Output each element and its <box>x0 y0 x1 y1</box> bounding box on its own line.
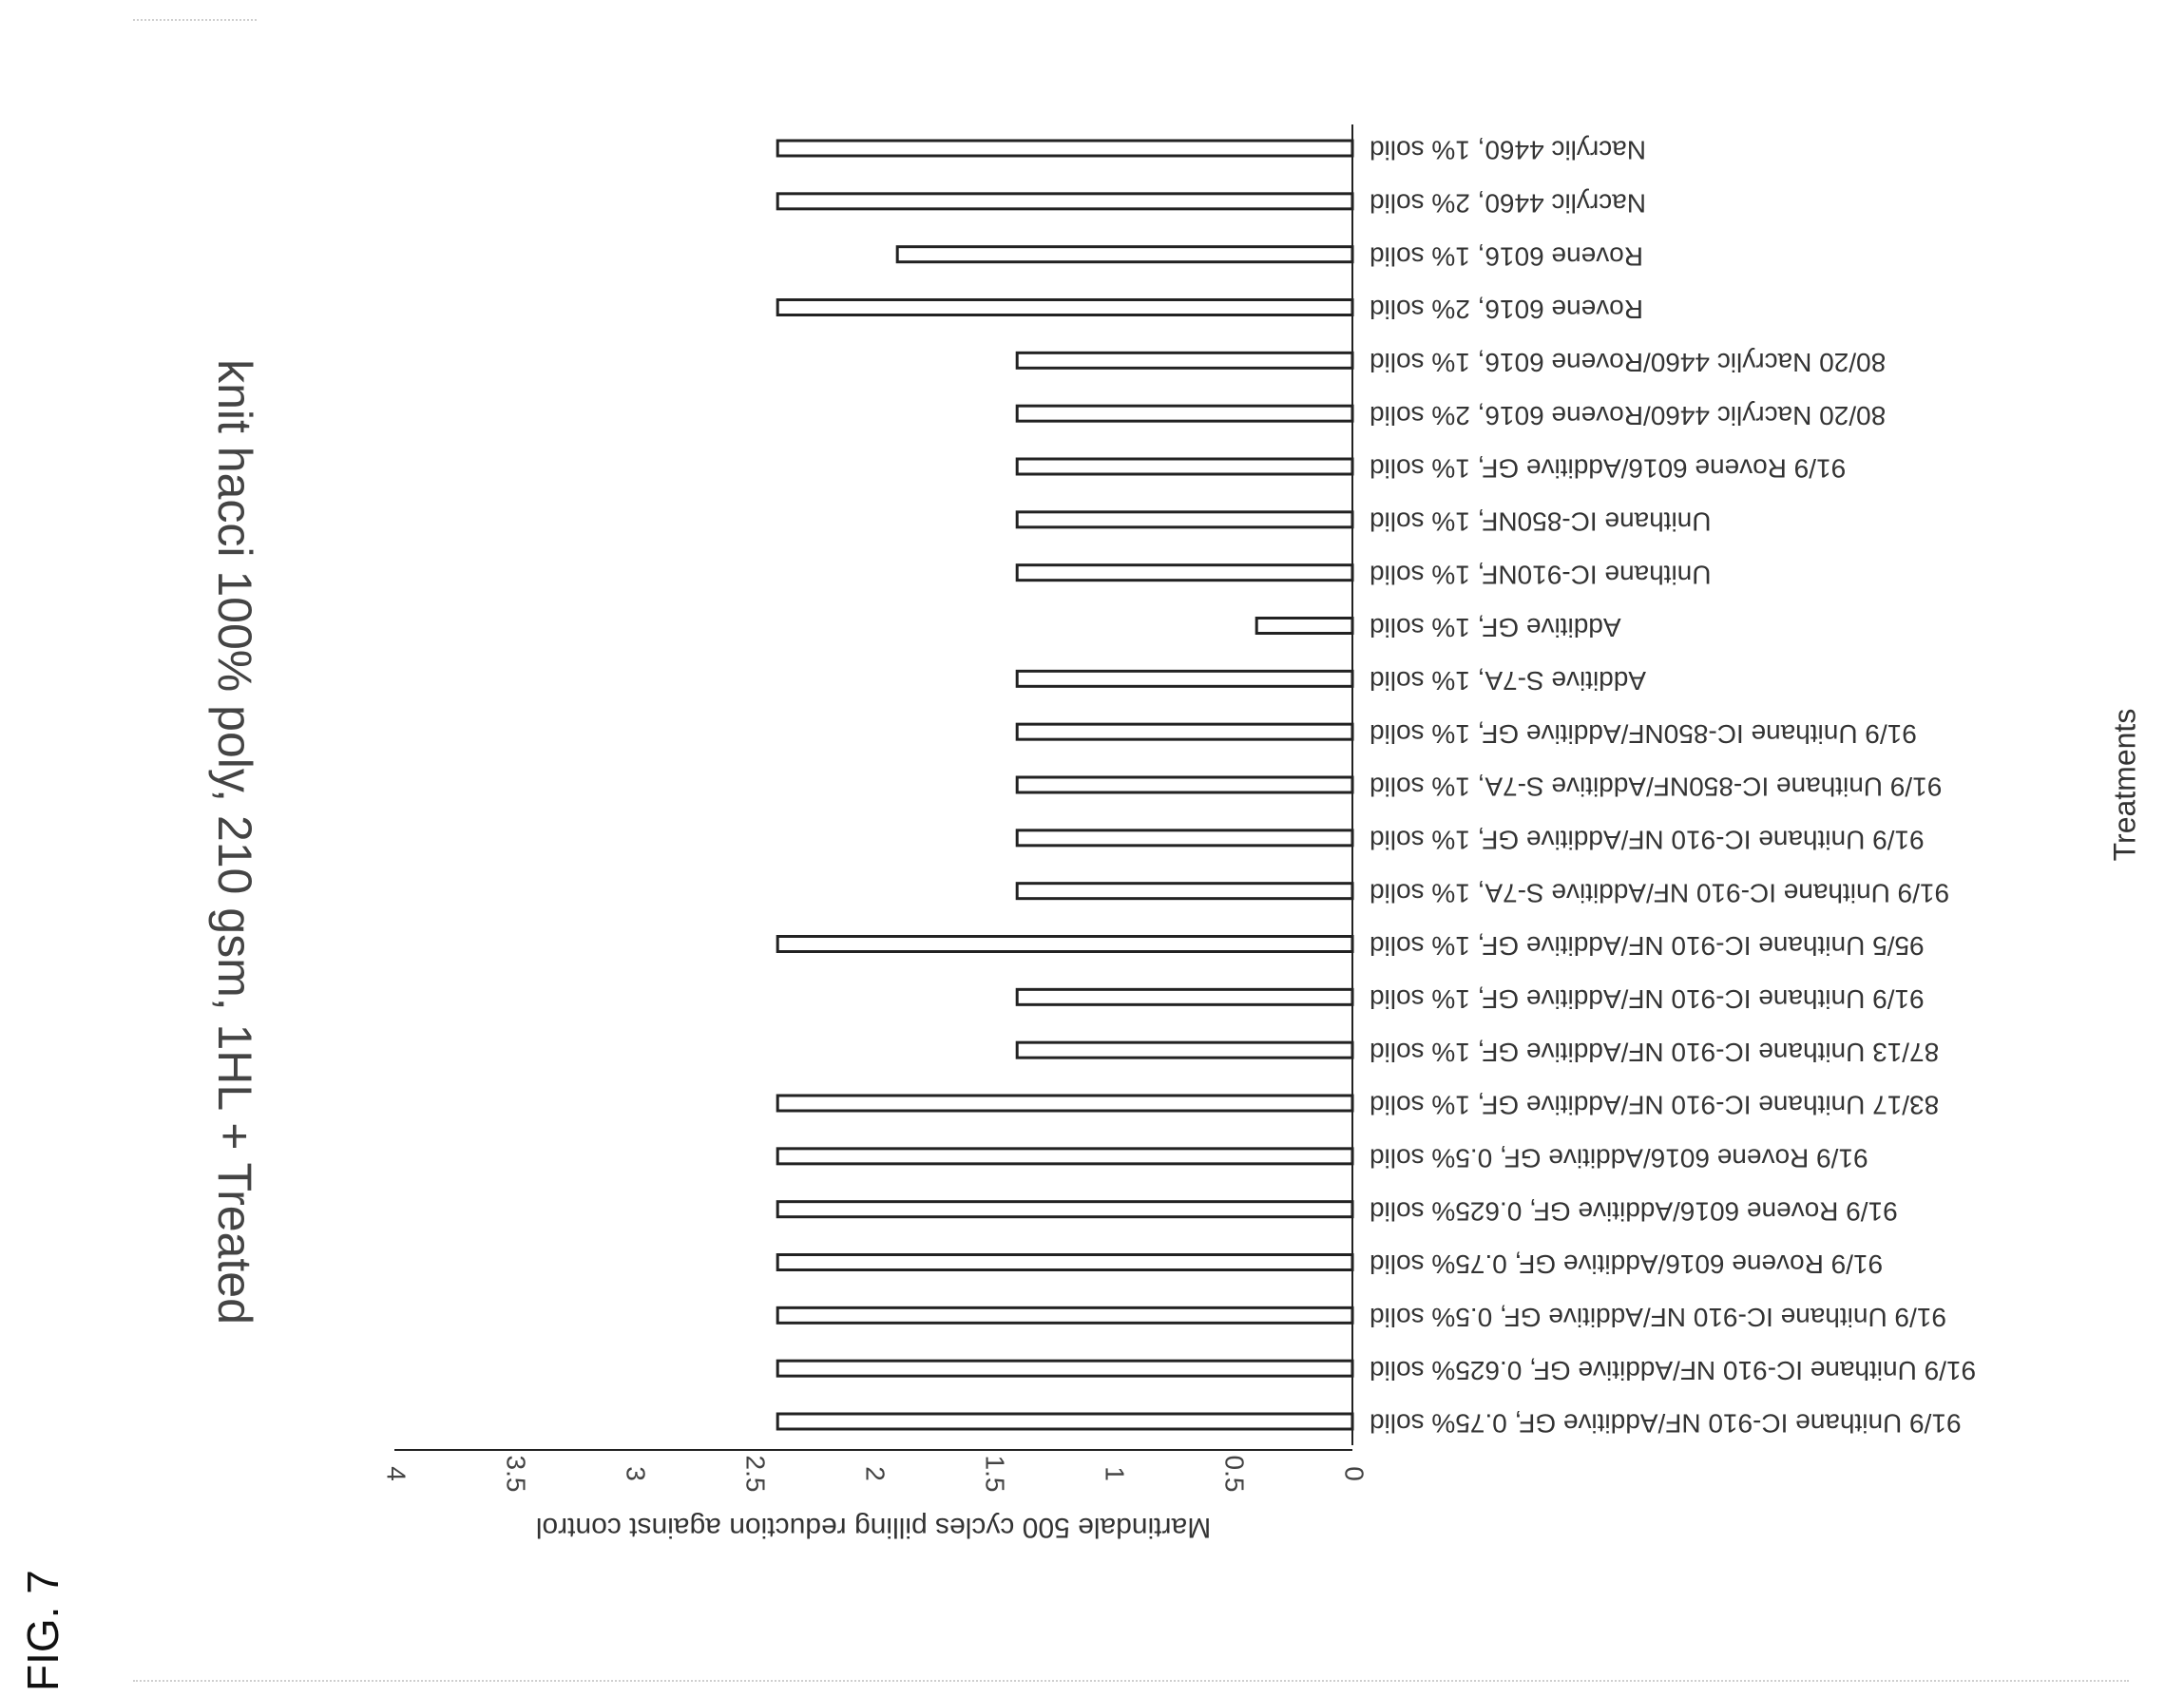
bar <box>1015 457 1354 476</box>
value-tick-label: 2.5 <box>741 1456 771 1493</box>
category-tick-label: 91/9 Rovene 6016/Additive GF, 1% solid <box>1370 454 1846 484</box>
chart-title: knit hacci 100% poly, 210 gsm, 1HL + Tre… <box>208 359 261 1325</box>
category-tick-label: Additive GF, 1% solid <box>1370 613 1621 642</box>
bar <box>1015 775 1354 794</box>
category-axis-title: Treatments <box>2107 709 2141 862</box>
bar <box>776 1412 1354 1431</box>
category-tick-label: Rovene 6016, 1% solid <box>1370 241 1643 271</box>
bar <box>776 192 1354 211</box>
top-dotted-rule <box>133 19 257 21</box>
bar <box>776 298 1354 316</box>
category-tick-label: 91/9 Rovene 6016/Additive GF, 0.625% sol… <box>1370 1196 1898 1226</box>
category-tick-label: Nacrylic 4460, 2% solid <box>1370 188 1646 218</box>
category-tick-label: 91/9 Unithane IC-850NF/Additive GF, 1% s… <box>1370 719 1917 749</box>
bar <box>1015 1040 1354 1059</box>
bar <box>776 1200 1354 1219</box>
category-tick-label: Unithane IC-910NF, 1% solid <box>1370 560 1712 589</box>
value-tick-label: 1 <box>1101 1466 1130 1481</box>
value-axis-title: Martindale 500 cycles pilling reduction … <box>536 1512 1211 1543</box>
bar <box>895 245 1354 264</box>
category-tick-label: 91/9 Unithane IC-910 NF/Additive GF, 1% … <box>1370 825 1925 854</box>
value-tick-label: 1.5 <box>981 1456 1010 1493</box>
category-tick-label: 83/17 Unithane IC-910 NF/Additive GF, 1%… <box>1370 1091 1939 1120</box>
bar <box>1015 669 1354 688</box>
labels-group: Nacrylic 4460, 1% solid Nacrylic 4460, 2%… <box>208 136 2142 1543</box>
bar <box>1015 722 1354 741</box>
value-tick-label: 3 <box>622 1466 651 1481</box>
category-tick-label: 91/9 Rovene 6016/Additive GF, 0.75% soli… <box>1370 1249 1883 1279</box>
bar <box>1015 404 1354 423</box>
bar <box>1015 510 1354 529</box>
category-tick-label: 91/9 Unithane IC-850NF/Additive S-7A, 1%… <box>1370 772 1942 802</box>
bottom-dotted-rule <box>133 1680 2129 1682</box>
bar <box>776 1147 1354 1166</box>
category-tick-label: Additive S-7A, 1% solid <box>1370 666 1646 696</box>
category-tick-label: 80/20 Nacrylic 4460/Rovene 6016, 1% soli… <box>1370 348 1886 377</box>
bar <box>776 1306 1354 1325</box>
category-tick-label: Unithane IC-850NF, 1% solid <box>1370 506 1712 536</box>
value-tick-label: 0.5 <box>1220 1456 1250 1493</box>
bar <box>1015 351 1354 370</box>
category-tick-label: Rovene 6016, 2% solid <box>1370 295 1643 324</box>
category-tick-label: 91/9 Unithane IC-910 NF/Additive GF, 0.7… <box>1370 1409 1962 1439</box>
value-tick-label: 3.5 <box>502 1456 531 1493</box>
category-tick-label: 95/5 Unithane IC-910 NF/Additive GF, 1% … <box>1370 931 1925 961</box>
category-tick-label: 91/9 Unithane IC-910 NF/Additive GF, 1% … <box>1370 984 1925 1014</box>
category-tick-label: 87/13 Unithane IC-910 NF/Additive GF, 1%… <box>1370 1038 1939 1067</box>
bars-group <box>776 139 1354 1431</box>
axes-group <box>394 124 1353 1451</box>
bar <box>776 1359 1354 1378</box>
value-tick-label: 0 <box>1340 1466 1370 1481</box>
bar <box>1255 617 1354 635</box>
category-tick-label: 91/9 Unithane IC-910 NF/Additive GF, 0.5… <box>1370 1303 1946 1332</box>
category-tick-label: 91/9 Unithane IC-910 NF/Additive S-7A, 1… <box>1370 878 1949 907</box>
value-tick-label: 2 <box>861 1466 891 1481</box>
bar <box>776 935 1354 953</box>
bar <box>1015 987 1354 1006</box>
bar <box>776 139 1354 158</box>
category-tick-label: 80/20 Nacrylic 4460/Rovene 6016, 2% soli… <box>1370 401 1886 430</box>
bar <box>1015 882 1354 901</box>
value-tick-label: 4 <box>382 1466 412 1481</box>
category-tick-label: 91/9 Rovene 6016/Additive GF, 0.5% solid <box>1370 1143 1868 1173</box>
bar <box>1015 829 1354 848</box>
bar <box>776 1094 1354 1113</box>
category-tick-label: Nacrylic 4460, 1% solid <box>1370 136 1646 165</box>
bar <box>1015 563 1354 582</box>
bar <box>776 1253 1354 1271</box>
category-tick-label: 91/9 Unithane IC-910 NF/Additive GF, 0.6… <box>1370 1356 1976 1385</box>
